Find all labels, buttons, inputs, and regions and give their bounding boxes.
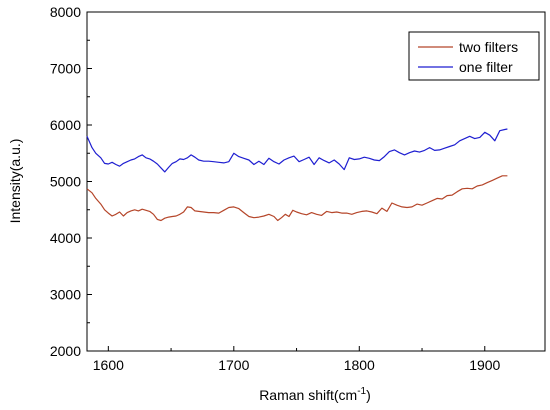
x-axis-title-sup: -1 [357, 386, 366, 397]
y-axis-title: Intensity(a.u.) [7, 139, 23, 224]
y-tick-label: 5000 [50, 174, 81, 190]
x-axis-title-main: Raman shift(cm [259, 387, 357, 403]
x-tick-label: 1600 [93, 357, 124, 373]
series-lines [86, 128, 508, 222]
x-axis: 1600 1700 1800 1900 [93, 346, 501, 373]
series-line-one-filter [86, 128, 508, 173]
y-tick-label: 7000 [50, 61, 81, 77]
x-tick-label: 1900 [469, 357, 500, 373]
x-tick-label: 1700 [218, 357, 249, 373]
legend-label-one-filter: one filter [459, 59, 513, 75]
y-tick-label: 4000 [50, 230, 81, 246]
legend: two filters one filter [408, 31, 540, 81]
y-axis: 2000 3000 4000 5000 6000 7000 8000 [50, 4, 92, 359]
y-tick-label: 6000 [50, 117, 81, 133]
x-tick-label: 1800 [344, 357, 375, 373]
x-axis-title-tail: ) [366, 387, 371, 403]
x-axis-title: Raman shift(cm-1) [259, 386, 371, 403]
legend-box [408, 31, 540, 81]
series-line-two-filters [86, 175, 508, 222]
y-tick-label: 2000 [50, 343, 81, 359]
y-tick-label: 3000 [50, 287, 81, 303]
legend-label-two-filters: two filters [459, 39, 518, 55]
y-tick-label: 8000 [50, 4, 81, 20]
